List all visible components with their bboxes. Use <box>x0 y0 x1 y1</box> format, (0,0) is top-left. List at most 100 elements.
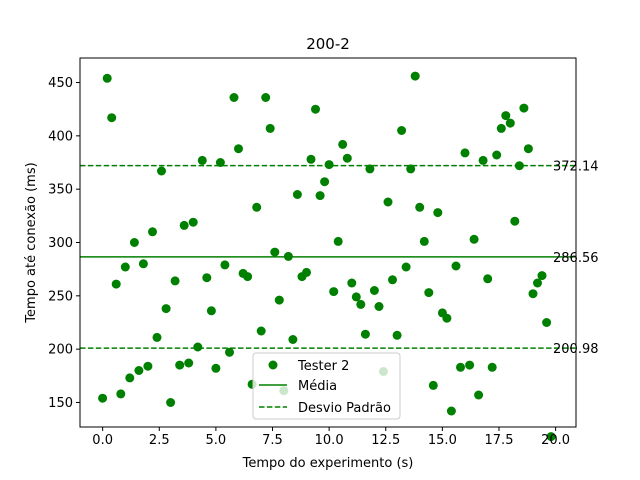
data-point <box>274 295 284 305</box>
data-point <box>179 220 189 230</box>
data-point <box>383 197 393 207</box>
x-axis-ticks: 0.0 2.5 5.0 7.5 10.0 12.5 15.0 17.5 20.0 <box>92 427 570 448</box>
data-point <box>265 123 275 133</box>
y-axis-ticks: 150 200 250 300 350 400 450 <box>48 76 80 411</box>
data-point <box>537 271 547 281</box>
data-point <box>492 150 502 160</box>
data-point <box>202 273 212 283</box>
data-point <box>102 73 112 83</box>
data-point <box>302 267 311 277</box>
data-point <box>442 313 452 323</box>
data-point <box>347 278 357 288</box>
data-point <box>410 71 420 81</box>
data-point <box>306 154 316 164</box>
data-point <box>533 278 542 288</box>
y-tick-label: 350 <box>48 183 73 198</box>
data-point <box>469 234 479 244</box>
data-point <box>474 390 484 400</box>
y-tick-label: 450 <box>48 76 73 91</box>
data-point <box>256 326 266 336</box>
y-tick-label: 250 <box>48 289 73 304</box>
data-point <box>546 432 556 442</box>
x-tick-label: 5.0 <box>206 433 227 448</box>
data-point <box>111 279 121 289</box>
data-point <box>542 318 552 327</box>
data-point <box>98 393 108 403</box>
legend-label-media: Média <box>298 379 337 394</box>
data-point <box>342 153 352 163</box>
data-point <box>134 366 144 375</box>
data-point <box>478 155 488 165</box>
data-point <box>125 373 135 383</box>
data-point <box>220 260 230 270</box>
data-points <box>98 71 556 442</box>
legend-box <box>252 352 401 420</box>
data-point <box>514 161 524 171</box>
reference-label-2: 200.98 <box>553 342 599 357</box>
data-point <box>197 155 207 165</box>
data-point <box>397 126 407 135</box>
data-point <box>270 247 280 257</box>
data-point <box>501 111 511 121</box>
data-point <box>401 262 411 272</box>
data-point <box>415 202 425 212</box>
y-tick-label: 200 <box>48 343 73 358</box>
chart-title: 200-2 <box>306 35 350 53</box>
data-point <box>215 158 225 167</box>
data-point <box>369 286 379 295</box>
data-point <box>184 358 194 368</box>
x-tick-label: 10.0 <box>315 433 344 448</box>
data-point <box>456 362 465 372</box>
y-tick-label: 400 <box>48 129 73 144</box>
y-tick-label: 300 <box>48 236 73 251</box>
data-point <box>166 398 176 407</box>
x-tick-label: 12.5 <box>371 433 400 448</box>
data-point <box>374 302 384 311</box>
y-axis-label: Tempo até conexão (ms) <box>24 162 39 323</box>
data-point <box>483 274 493 284</box>
data-point <box>329 287 339 297</box>
x-tick-label: 0.0 <box>92 433 113 448</box>
data-point <box>225 347 234 357</box>
x-tick-label: 15.0 <box>428 433 457 448</box>
data-point <box>193 342 203 352</box>
legend: Tester 2 Média Desvio Padrão <box>252 352 401 420</box>
data-point <box>419 236 429 246</box>
data-point <box>487 362 497 372</box>
x-tick-label: 17.5 <box>485 433 514 448</box>
legend-label-desvio: Desvio Padrão <box>298 401 391 416</box>
data-point <box>433 208 443 218</box>
reference-label-0: 372.14 <box>553 160 599 175</box>
data-point <box>496 123 506 133</box>
data-point <box>152 332 162 342</box>
data-point <box>406 164 416 174</box>
data-point <box>510 216 520 226</box>
data-point <box>338 139 348 149</box>
data-point <box>234 144 243 154</box>
data-point <box>356 299 366 309</box>
data-point <box>360 329 370 339</box>
reference-value-labels: 372.14 286.56 200.98 <box>553 160 599 358</box>
data-point <box>446 406 456 416</box>
data-point <box>188 217 198 227</box>
data-point <box>528 289 538 299</box>
data-point <box>129 238 139 247</box>
data-point <box>351 292 361 302</box>
data-point <box>261 93 271 102</box>
data-point <box>283 251 293 261</box>
data-point <box>460 148 470 158</box>
data-point <box>519 103 529 113</box>
x-tick-label: 2.5 <box>149 433 170 448</box>
data-point <box>505 118 515 128</box>
x-tick-label: 20.0 <box>541 433 570 448</box>
x-axis-label: Tempo do experimento (s) <box>242 456 414 471</box>
data-point <box>333 236 343 246</box>
data-point <box>116 389 126 399</box>
y-tick-label: 150 <box>48 396 73 411</box>
data-point <box>252 202 262 212</box>
data-point <box>143 361 153 371</box>
legend-marker-tester <box>268 360 278 370</box>
data-point <box>170 276 180 286</box>
data-point <box>120 262 130 272</box>
